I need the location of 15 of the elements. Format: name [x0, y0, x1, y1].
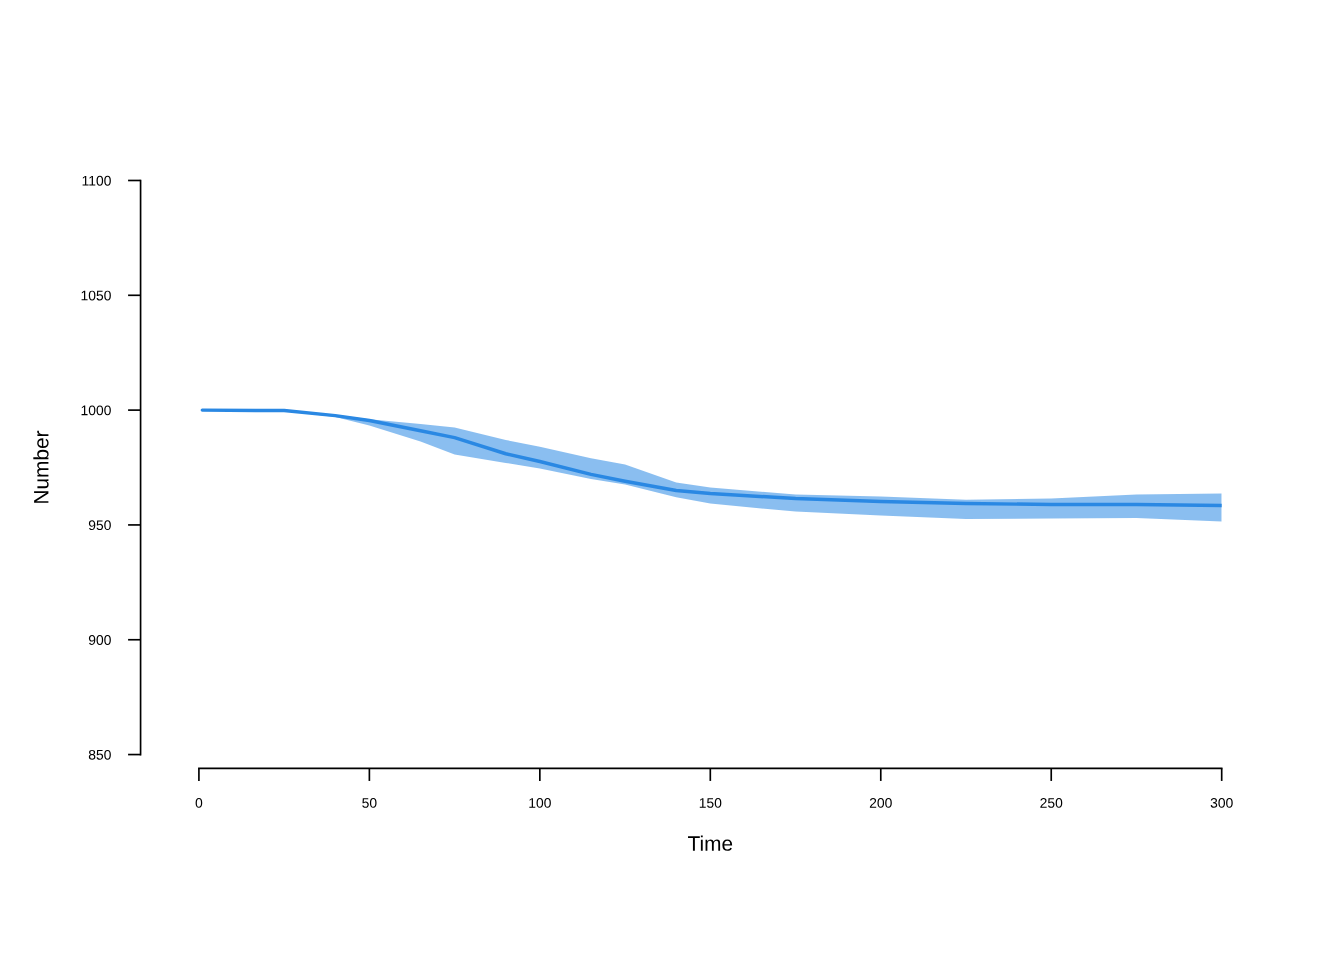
y-tick-label: 850	[88, 749, 111, 760]
y-tick-label: 1000	[81, 405, 111, 416]
x-tick-label: 0	[195, 797, 203, 808]
y-tick-label: 950	[88, 520, 111, 531]
x-tick-label: 300	[1210, 797, 1233, 808]
y-tick-label: 900	[88, 635, 111, 645]
x-tick-label: 250	[1040, 797, 1063, 808]
x-tick-label: 200	[869, 797, 892, 808]
x-axis-title: Time	[688, 835, 733, 851]
y-tick-label: 1050	[81, 290, 111, 301]
x-tick-label: 50	[362, 797, 377, 808]
y-tick-label: 1100	[82, 175, 111, 186]
x-tick-label: 150	[699, 797, 722, 808]
y-axis-title: Number	[33, 430, 49, 503]
x-tick-label: 100	[529, 797, 551, 808]
